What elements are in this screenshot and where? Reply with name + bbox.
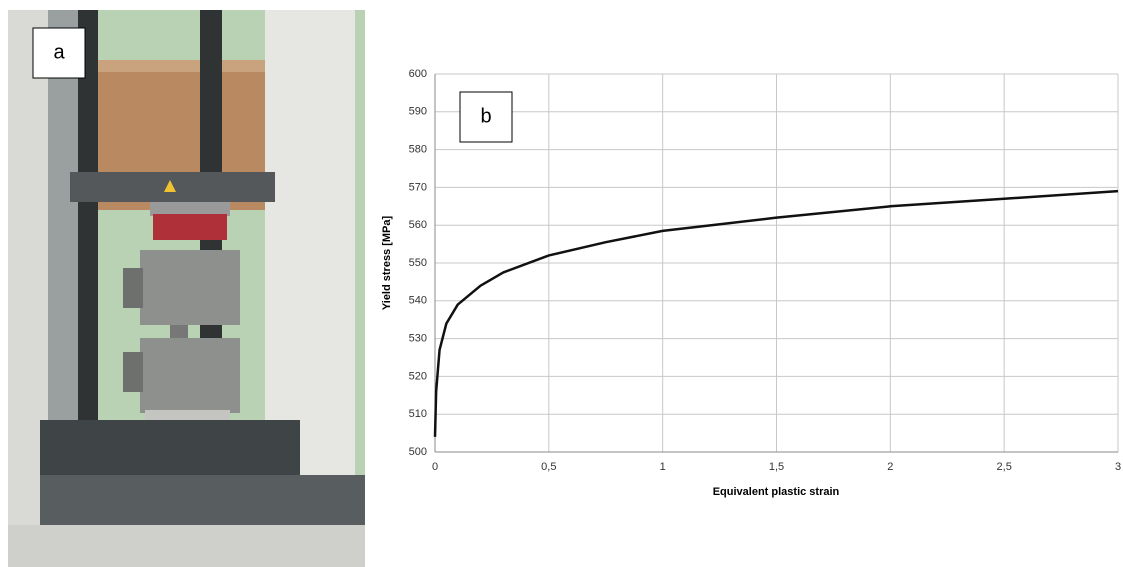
left-screw: [78, 10, 98, 430]
table-front: [40, 475, 365, 525]
y-axis-label: Yield stress [MPa]: [381, 215, 393, 310]
upper-grip-knob: [123, 268, 143, 308]
y-tick-label: 600: [409, 68, 427, 80]
y-tick-label: 560: [409, 219, 427, 231]
x-tick-label: 1,5: [769, 461, 784, 473]
x-tick-label: 0: [432, 461, 438, 473]
right-column: [265, 10, 355, 490]
label-box: [32, 27, 86, 79]
floor: [8, 525, 365, 567]
load-cell-base: [150, 202, 230, 216]
y-tick-label: 510: [409, 408, 427, 420]
warning-sign: [164, 180, 176, 192]
y-tick-label: 570: [409, 181, 427, 193]
photo: a: [8, 10, 365, 567]
cabinet-top: [95, 60, 275, 72]
lower-grip-knob: [123, 352, 143, 392]
y-tick-label: 550: [409, 257, 427, 269]
x-axis-label: Equivalent plastic strain: [713, 486, 840, 498]
y-tick-label: 500: [409, 446, 427, 458]
left-rail: [48, 10, 78, 430]
lower-grip: [140, 338, 240, 413]
y-tick-label: 540: [409, 295, 427, 307]
table: [40, 420, 300, 475]
x-tick-label: 0,5: [541, 461, 556, 473]
y-tick-label: 530: [409, 333, 427, 345]
chart: 500 510 520 530 540 550 560 570 580 590 600 0 0,5 1 1,…: [409, 68, 1121, 473]
y-tick-label: 520: [409, 370, 427, 382]
x-tick-label: 1: [660, 461, 666, 473]
x-tick-label: 3: [1115, 461, 1121, 473]
x-tick-label: 2: [887, 461, 893, 473]
panel-label: a: [53, 41, 65, 63]
x-tick-label: 2,5: [997, 461, 1012, 473]
specimen: [170, 325, 188, 340]
panel-label: b: [480, 105, 491, 127]
line: [433, 189, 1119, 437]
load-cell: [153, 214, 227, 240]
label-box: [459, 91, 513, 143]
y-tick-label: 590: [409, 106, 427, 118]
y-tick-label: 580: [409, 144, 427, 156]
upper-grip: [140, 250, 240, 325]
